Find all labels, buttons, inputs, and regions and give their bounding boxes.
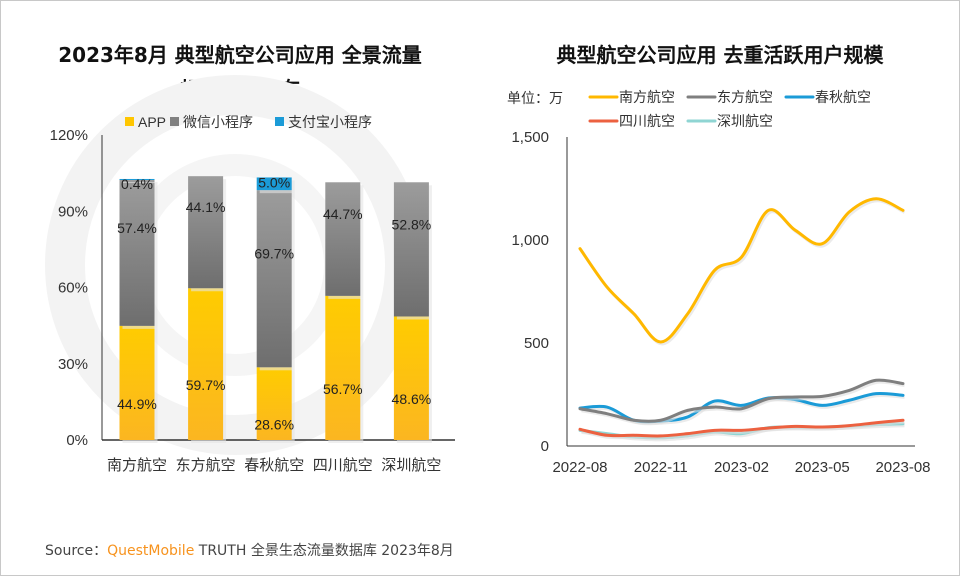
bar-x-tick-label: 东方航空: [176, 457, 236, 474]
line-x-tick-label: 2023-02: [714, 459, 769, 476]
bar-data-label: 48.6%: [392, 391, 432, 407]
bar-data-label: 44.9%: [117, 396, 157, 412]
bar-x-tick-label: 四川航空: [313, 457, 373, 474]
legend-swatch-2: [275, 117, 284, 126]
line-y-tick-label: 1,500: [511, 129, 549, 146]
bar-y-tick-label: 0%: [66, 432, 88, 449]
bar-segment-微信小程序: [256, 190, 292, 368]
bar-x-tick-label: 深圳航空: [381, 457, 441, 474]
bar-shadow: [122, 181, 158, 183]
source-prefix: Source：: [45, 543, 108, 559]
bar-y-tick-label: 120%: [50, 127, 88, 144]
source-footer: Source：QuestMobile TRUTH 全景生态流量数据库 2023年…: [45, 540, 454, 560]
line-legend-label: 四川航空: [619, 113, 675, 129]
series-shadow: [581, 380, 905, 425]
bar-y-tick-label: 30%: [58, 356, 88, 373]
bar-segment-支付宝小程序: [256, 177, 292, 191]
bar-data-label: 0.4%: [121, 176, 153, 192]
line-legend-label: 东方航空: [717, 89, 773, 105]
line-legend-label: 深圳航空: [717, 113, 773, 129]
bar-data-label: 69.7%: [254, 246, 294, 262]
bar-legend-label: APP: [138, 114, 166, 130]
bar-segment-支付宝小程序: [119, 178, 155, 180]
line-legend-label: 春秋航空: [815, 89, 871, 105]
bar-y-tick-label: 60%: [58, 280, 88, 297]
source-suffix: TRUTH 全景生态流量数据库 2023年8月: [194, 543, 454, 559]
watermark-inner-ring: [124, 154, 346, 376]
line-chart-title: 典型航空公司应用 去重活跃用户规模: [556, 43, 884, 67]
bar-y-tick-label: 90%: [58, 203, 88, 220]
line-x-tick-label: 2023-08: [875, 459, 930, 476]
bar-data-label: 44.1%: [186, 199, 226, 215]
bar-data-label: 57.4%: [117, 220, 157, 236]
legend-swatch-1: [170, 117, 179, 126]
bar-data-label: 59.7%: [186, 377, 226, 393]
series-shadow: [580, 199, 906, 346]
bar-data-label: 52.8%: [392, 216, 432, 232]
bar-segment-APP: [393, 316, 429, 440]
bar-segment-APP: [119, 325, 155, 440]
bar-x-tick-label: 南方航空: [107, 457, 167, 474]
bar-data-label: 44.7%: [323, 206, 363, 222]
bar-legend-label: 支付宝小程序: [288, 114, 372, 130]
bar-data-label: 28.6%: [254, 417, 294, 433]
series-shadow: [581, 420, 905, 440]
bar-segment-APP: [188, 288, 224, 440]
legend-swatch-0: [125, 117, 134, 126]
bar-data-label: 5.0%: [258, 174, 290, 190]
bar-segment-微信小程序: [325, 182, 361, 296]
bar-segment-微信小程序: [393, 182, 429, 317]
line-y-tick-label: 500: [524, 335, 549, 352]
bar-data-label: 56.7%: [323, 381, 363, 397]
line-x-tick-label: 2022-08: [552, 459, 607, 476]
bar-x-tick-label: 春秋航空: [244, 457, 304, 474]
bar-segment-APP: [325, 295, 361, 440]
bar-segment-微信小程序: [188, 176, 224, 289]
series-line-四川航空: [578, 418, 905, 438]
line-y-tick-label: 0: [541, 438, 549, 455]
line-x-tick-label: 2023-05: [795, 459, 850, 476]
bar-segment-微信小程序: [119, 179, 155, 326]
line-y-tick-label: 1,000: [511, 232, 549, 249]
line-x-tick-label: 2022-11: [634, 459, 688, 476]
series-line-东方航空: [578, 378, 905, 423]
series-line-南方航空: [578, 197, 905, 344]
bar-legend-label: 微信小程序: [183, 114, 253, 130]
source-brand: QuestMobile: [107, 543, 195, 559]
bar-segment-APP: [256, 367, 292, 440]
unit-label: 单位：万: [507, 90, 563, 106]
line-legend-label: 南方航空: [619, 89, 675, 105]
bar-chart-title-line-1: 2023年8月 典型航空公司应用 全景流量: [58, 43, 422, 67]
